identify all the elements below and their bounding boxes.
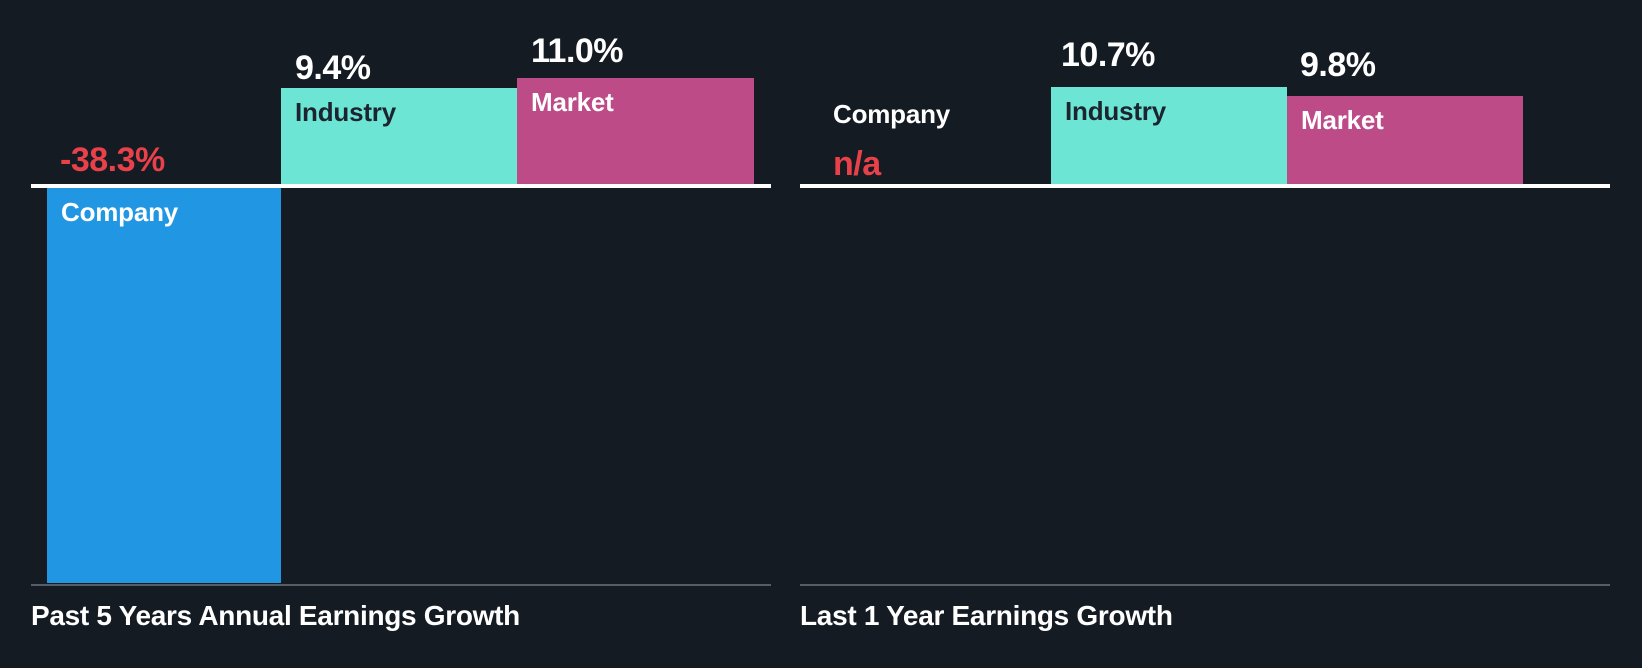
bar-industry-label: Industry bbox=[295, 97, 396, 127]
market-value-label: 11.0% bbox=[531, 32, 624, 70]
bar-market[interactable]: Market bbox=[1287, 96, 1523, 186]
market-value-label: 9.8% bbox=[1300, 46, 1376, 84]
company-value-label: -38.3% bbox=[60, 141, 165, 179]
panel-title-past-5-years: Past 5 Years Annual Earnings Growth bbox=[31, 600, 520, 631]
bar-market-label: Market bbox=[1301, 105, 1384, 135]
zero-baseline bbox=[800, 184, 1610, 188]
bar-company[interactable]: Company bbox=[47, 188, 281, 583]
bar-market-label: Market bbox=[531, 87, 614, 117]
panel-title-last-1-year: Last 1 Year Earnings Growth bbox=[800, 600, 1173, 631]
bar-market[interactable]: Market bbox=[517, 78, 754, 186]
company-label: Company bbox=[833, 99, 951, 129]
industry-value-label: 9.4% bbox=[295, 49, 371, 87]
zero-baseline bbox=[31, 184, 771, 188]
company-value-label: n/a bbox=[833, 145, 881, 183]
panel-past-5-years: -38.3% 9.4% 11.0% Industry Market Compan… bbox=[0, 0, 806, 668]
industry-value-label: 10.7% bbox=[1061, 36, 1155, 74]
bottom-axis-rule bbox=[800, 584, 1610, 586]
bottom-axis-rule bbox=[31, 584, 771, 586]
bar-company-label: Company bbox=[61, 197, 179, 227]
bar-industry[interactable]: Industry bbox=[281, 88, 518, 186]
company-no-data-block: Company n/a bbox=[833, 99, 950, 184]
panel-last-1-year: Company n/a 10.7% 9.8% Industry Market L… bbox=[800, 0, 1642, 668]
bar-industry[interactable]: Industry bbox=[1051, 87, 1287, 186]
bar-industry-label: Industry bbox=[1065, 96, 1166, 126]
